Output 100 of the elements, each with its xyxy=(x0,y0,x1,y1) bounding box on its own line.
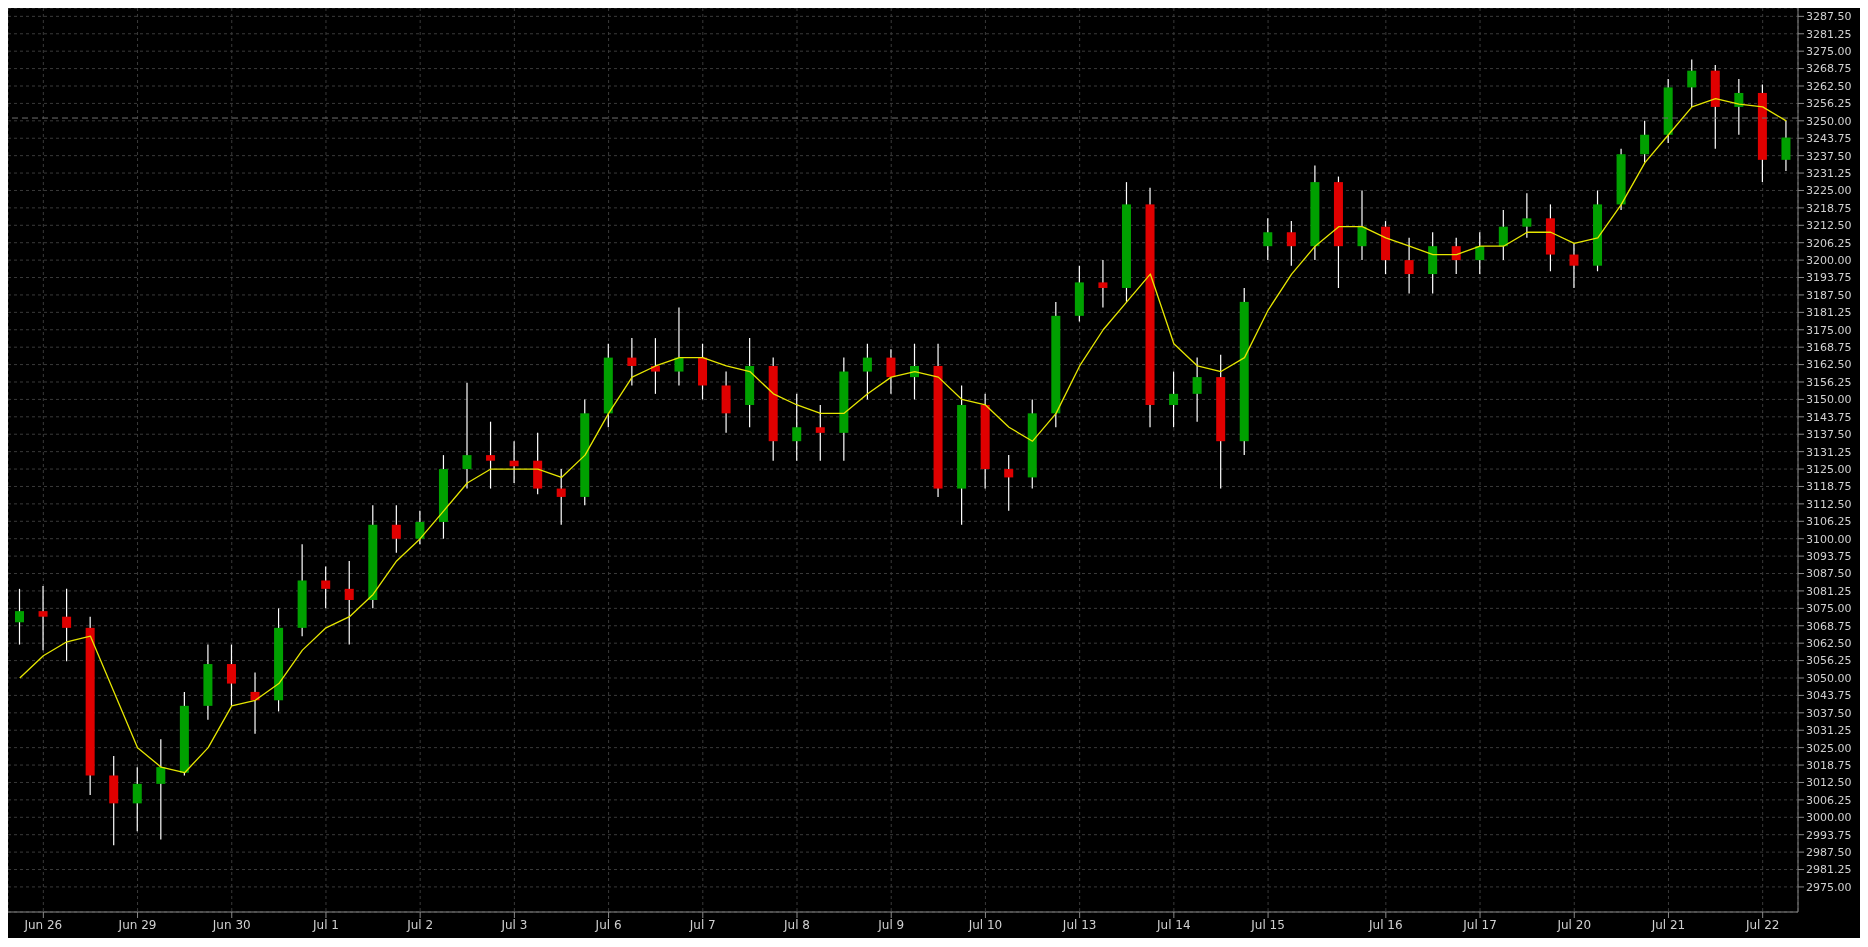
y-tick-label: 3087.50 xyxy=(1806,567,1852,581)
candlestick xyxy=(1687,58,1697,108)
candlestick xyxy=(415,510,425,545)
x-tick-label: Jul 16 xyxy=(1368,917,1403,932)
candlestick xyxy=(1569,242,1579,289)
y-tick-label: 3225.00 xyxy=(1806,184,1852,198)
y-tick-label: 3100.00 xyxy=(1806,532,1852,546)
candlestick xyxy=(1475,231,1485,275)
candlestick xyxy=(556,468,566,526)
candlestick xyxy=(1357,189,1367,261)
y-tick-label: 3243.75 xyxy=(1806,132,1852,146)
candlestick xyxy=(62,588,72,662)
candlestick xyxy=(862,343,872,401)
y-tick-label: 3231.25 xyxy=(1806,166,1852,180)
y-tick-label: 2975.00 xyxy=(1806,880,1852,894)
candlestick xyxy=(886,348,896,395)
candlestick xyxy=(627,337,637,387)
y-tick-label: 3206.25 xyxy=(1806,236,1852,250)
y-tick-label: 3075.00 xyxy=(1806,602,1852,616)
y-tick-label: 3131.25 xyxy=(1806,445,1852,459)
y-tick-label: 3212.50 xyxy=(1806,219,1852,233)
y-tick-label: 3168.75 xyxy=(1806,341,1852,355)
y-tick-label: 3281.25 xyxy=(1806,27,1852,41)
candlestick xyxy=(1286,220,1296,267)
y-tick-label: 3062.50 xyxy=(1806,637,1852,651)
x-tick-label: Jul 22 xyxy=(1744,917,1780,932)
y-tick-label: 3031.25 xyxy=(1806,724,1852,738)
y-tick-label: 3268.75 xyxy=(1806,62,1852,76)
y-tick-label: 3118.75 xyxy=(1806,480,1852,494)
candlestick xyxy=(226,643,236,707)
candlestick xyxy=(156,738,166,841)
y-tick-label: 3056.25 xyxy=(1806,654,1852,668)
candlestick xyxy=(509,440,519,484)
y-tick-label: 3162.50 xyxy=(1806,358,1852,372)
y-tick-label: 3025.00 xyxy=(1806,741,1852,755)
candlestick xyxy=(1498,209,1508,261)
y-tick-label: 3000.00 xyxy=(1806,811,1852,825)
y-tick-label: 3256.25 xyxy=(1806,97,1852,111)
y-tick-label: 3018.75 xyxy=(1806,758,1852,772)
candlestick xyxy=(1781,120,1791,172)
candlestick xyxy=(792,393,802,462)
x-tick-label: Jun 30 xyxy=(211,917,251,932)
x-tick-label: Jul 3 xyxy=(500,917,528,932)
candlestick xyxy=(1640,120,1650,164)
x-tick-label: Jul 9 xyxy=(877,917,905,932)
y-tick-label: 2981.25 xyxy=(1806,863,1852,877)
y-tick-label: 3200.00 xyxy=(1806,254,1852,268)
candlestick xyxy=(674,306,684,387)
x-tick-label: Jul 8 xyxy=(783,917,810,932)
y-tick-label: 3037.50 xyxy=(1806,706,1852,720)
x-tick-label: Jul 21 xyxy=(1650,917,1686,932)
candlestick xyxy=(1263,217,1273,261)
y-tick-label: 3275.00 xyxy=(1806,45,1852,59)
candlestick xyxy=(15,588,24,646)
y-tick-label: 3012.50 xyxy=(1806,776,1852,790)
candlestick xyxy=(344,560,354,646)
y-tick-label: 3218.75 xyxy=(1806,201,1852,215)
y-tick-label: 3150.00 xyxy=(1806,393,1852,407)
y-tick-label: 3193.75 xyxy=(1806,271,1852,285)
candlestick xyxy=(462,382,472,490)
candlestick xyxy=(1098,259,1108,309)
x-tick-label: Jul 14 xyxy=(1156,917,1191,932)
y-tick-label: 3112.50 xyxy=(1806,497,1852,511)
x-tick-label: Jun 29 xyxy=(117,917,157,932)
x-tick-label: Jul 15 xyxy=(1250,917,1285,932)
x-tick-label: Jul 17 xyxy=(1462,917,1497,932)
candlestick xyxy=(1192,357,1202,423)
y-tick-label: 3287.50 xyxy=(1806,10,1852,24)
x-tick-label: Jul 10 xyxy=(967,917,1003,932)
y-tick-label: 3237.50 xyxy=(1806,149,1852,163)
candlestick xyxy=(321,565,331,609)
y-tick-label: 3093.75 xyxy=(1806,550,1852,564)
x-tick-label: Jul 2 xyxy=(406,917,434,932)
candlestick xyxy=(1734,78,1744,136)
y-tick-label: 3006.25 xyxy=(1806,793,1852,807)
candlestick xyxy=(1522,192,1532,239)
candlestick xyxy=(1451,237,1461,275)
candlestick xyxy=(486,421,496,490)
y-tick-label: 3250.00 xyxy=(1806,114,1852,128)
y-tick-label: 3156.25 xyxy=(1806,375,1852,389)
y-tick-label: 3187.50 xyxy=(1806,288,1852,302)
candlestick xyxy=(1169,370,1179,428)
y-tick-label: 3175.00 xyxy=(1806,323,1852,337)
y-tick-label: 3081.25 xyxy=(1806,584,1852,598)
y-tick-label: 3262.50 xyxy=(1806,79,1852,93)
candlestick xyxy=(1004,454,1014,512)
candlestick xyxy=(650,337,660,395)
y-tick-label: 3043.75 xyxy=(1806,689,1852,703)
y-tick-label: 3181.25 xyxy=(1806,306,1852,320)
y-tick-label: 2987.50 xyxy=(1806,846,1852,860)
x-tick-label: Jul 13 xyxy=(1061,917,1097,932)
candlestick xyxy=(1404,237,1414,295)
y-tick-label: 3125.00 xyxy=(1806,462,1852,476)
candlestick xyxy=(132,766,142,832)
y-tick-label: 2993.75 xyxy=(1806,828,1852,842)
x-tick-label: Jul 6 xyxy=(594,917,622,932)
x-tick-label: Jul 20 xyxy=(1556,917,1592,932)
x-tick-label: Jun 26 xyxy=(23,917,63,932)
y-tick-label: 3068.75 xyxy=(1806,619,1852,633)
candlestick xyxy=(38,585,48,651)
